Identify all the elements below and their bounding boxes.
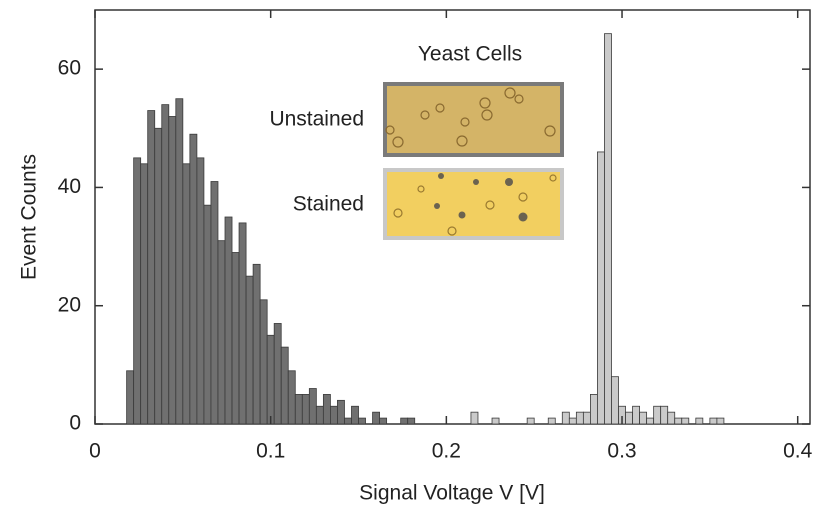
bar (491, 417, 500, 425)
bar (400, 417, 409, 425)
bar (625, 411, 633, 425)
bar (133, 157, 142, 425)
x-tick-label: 0.4 (783, 440, 813, 463)
bar (695, 417, 704, 425)
bar (308, 388, 317, 425)
bar (266, 334, 275, 425)
bar (653, 405, 662, 425)
bar (252, 263, 261, 425)
bar (407, 417, 416, 425)
x-tick-label: 0.3 (607, 440, 636, 463)
bar (639, 411, 648, 425)
bar (337, 399, 345, 425)
bar (470, 411, 479, 425)
x-axis-label: Signal Voltage V [V] (359, 482, 545, 505)
bar (667, 411, 676, 425)
bar (561, 411, 570, 425)
bar (330, 405, 338, 425)
bar (231, 252, 240, 425)
bar (646, 417, 655, 425)
bar (238, 222, 247, 425)
bar (716, 417, 725, 425)
bar (709, 417, 718, 425)
x-tick-label: 0.2 (432, 440, 461, 463)
bar (597, 151, 605, 425)
bar (372, 411, 380, 425)
y-tick-label: 60 (58, 57, 81, 80)
y-tick-label: 0 (69, 412, 81, 435)
bar (287, 370, 296, 425)
y-tick-label: 40 (58, 175, 81, 198)
bar (582, 411, 591, 425)
bar (351, 405, 359, 425)
bar (301, 394, 310, 425)
bar (168, 116, 177, 425)
bar (154, 127, 163, 425)
bar (161, 104, 170, 425)
bar (632, 405, 640, 425)
bar (273, 323, 282, 425)
bar (526, 417, 535, 425)
bar (604, 33, 612, 425)
y-tick-label: 20 (58, 293, 81, 316)
bar (224, 216, 233, 425)
bar (147, 110, 156, 425)
bar (280, 346, 289, 425)
bar (182, 163, 191, 425)
bar (245, 275, 254, 425)
x-tick-label: 0 (89, 440, 101, 463)
bar (196, 157, 205, 425)
plot-frame (94, 9, 811, 425)
bar (175, 98, 184, 425)
bar (126, 370, 135, 425)
bar (575, 411, 584, 425)
bar (140, 163, 149, 425)
inset-label: Stained (293, 193, 364, 216)
bar (611, 376, 619, 425)
bar (590, 394, 598, 425)
stained-image (383, 168, 564, 240)
bar (294, 394, 303, 425)
bar (259, 299, 268, 425)
bar (217, 240, 226, 425)
x-tick-label: 0.1 (256, 440, 285, 463)
bar (203, 204, 212, 425)
bar (210, 181, 219, 425)
bar (660, 405, 669, 425)
bar (674, 417, 683, 425)
unstained-image (383, 82, 564, 157)
y-axis-label: Event Counts (18, 154, 41, 280)
inset-label: Unstained (269, 108, 364, 131)
bar (379, 417, 388, 425)
bar (358, 417, 366, 425)
bar (547, 417, 556, 425)
bar (189, 133, 198, 425)
bar (681, 417, 690, 425)
bar (344, 417, 352, 425)
inset-title: Yeast Cells (418, 43, 522, 66)
bar (568, 417, 577, 425)
bar (322, 394, 331, 425)
bar (315, 405, 324, 425)
